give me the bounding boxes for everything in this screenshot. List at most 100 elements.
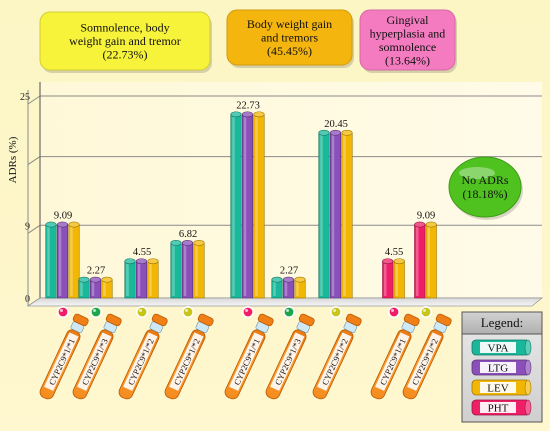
annotation-box [39, 11, 211, 71]
tube-cap [435, 313, 452, 327]
bar-cap [294, 276, 306, 283]
dot-shine [60, 309, 63, 312]
annotation-text: (18.18%) [463, 187, 508, 201]
genotype-dot [387, 305, 400, 318]
bar-cap [382, 258, 394, 265]
data-label: 2.27 [280, 266, 298, 277]
bar-highlight [137, 263, 141, 296]
axes: 2590ADRs (%) [7, 82, 544, 307]
legend-label: LEV [487, 383, 508, 395]
dot-shine [333, 309, 336, 312]
legend-item: LTG [471, 359, 532, 376]
bar [124, 258, 136, 299]
data-label: 9.09 [54, 211, 72, 222]
bar-highlight [126, 263, 129, 296]
gridline-perspective [27, 224, 41, 234]
genotype-dot [329, 305, 342, 318]
bar-cap [341, 129, 353, 136]
bar-cap [253, 111, 265, 118]
legend-item: VPA [471, 339, 532, 356]
legend-swatch-cap [524, 359, 532, 376]
bar-cap [101, 276, 113, 283]
bars: 9.09 2.27 4.55 6.82 22.73 2.27 20.45 4.55 9.09 [45, 100, 437, 299]
bar-cap [78, 276, 90, 283]
bar-highlight [47, 226, 50, 296]
tube-cap [72, 313, 89, 327]
dot-shine [391, 309, 394, 312]
genotype-dot [182, 305, 195, 318]
legend-label-bg [480, 342, 516, 353]
bar [78, 276, 90, 299]
tube-cap [345, 313, 362, 327]
tube-label-area [123, 332, 158, 391]
chart-floor [26, 297, 544, 307]
tube-label-area [169, 332, 204, 391]
bar-highlight [149, 263, 152, 296]
genotype-dot [242, 305, 255, 318]
legend-label: VPA [488, 343, 509, 355]
bar-highlight [243, 116, 247, 296]
tube-label-area [270, 332, 305, 391]
bar-highlight [58, 226, 62, 296]
annotation-box [359, 9, 456, 71]
tube-cap [298, 313, 315, 327]
tube-label-area [375, 332, 410, 391]
bar [425, 221, 437, 299]
annotation: No ADRs(18.18%) [448, 156, 523, 220]
bar-cap [271, 276, 283, 283]
bar-highlight [172, 244, 175, 296]
legend-label-bg [480, 362, 516, 373]
tube-cap [151, 313, 168, 327]
bar-cap [230, 111, 242, 118]
data-label: 4.55 [133, 247, 151, 258]
bar [271, 276, 283, 299]
annotation-text: and tremors [261, 31, 318, 45]
bar-cap [329, 129, 342, 136]
bar-cap [89, 276, 102, 283]
legend-item: LEV [471, 379, 532, 396]
bar-highlight [296, 281, 299, 296]
tube-cap [257, 313, 274, 327]
tube-cap [403, 313, 420, 327]
genotype-dot [282, 305, 295, 318]
tube-label-area [229, 332, 264, 391]
genotype-markers [56, 305, 432, 318]
bar [253, 111, 265, 299]
dot-shine [245, 309, 248, 312]
data-label: 22.73 [236, 100, 260, 111]
bar-cap [425, 221, 437, 228]
data-label: 20.45 [324, 119, 348, 130]
tube-cap [105, 313, 122, 327]
genotype-dot [419, 305, 432, 318]
tube-label-area [407, 332, 442, 391]
genotype-dot [56, 305, 69, 318]
bar-cap [318, 129, 330, 136]
bar [393, 258, 405, 299]
bar-highlight [284, 281, 288, 296]
annotation-text: Body weight gain [247, 17, 332, 31]
data-label: 9.09 [417, 211, 435, 222]
legend-swatch-cap [524, 379, 532, 396]
bar-highlight [395, 263, 398, 296]
bar-highlight [195, 244, 198, 296]
bar-highlight [416, 226, 419, 296]
bar-highlight [343, 134, 346, 296]
legend-swatch-cap [524, 339, 532, 356]
gridline-perspective [27, 156, 41, 166]
annotation-text: (45.45%) [267, 44, 312, 58]
bar-highlight [331, 134, 335, 296]
legend-label-bg [480, 402, 516, 413]
data-label: 4.55 [385, 247, 403, 258]
bar-cap [193, 239, 205, 246]
tube-label-area [44, 332, 79, 391]
y-axis-title: ADRs (%) [7, 136, 19, 183]
tube-label-area [77, 332, 112, 391]
dot-shine [423, 309, 426, 312]
bar [282, 276, 295, 299]
